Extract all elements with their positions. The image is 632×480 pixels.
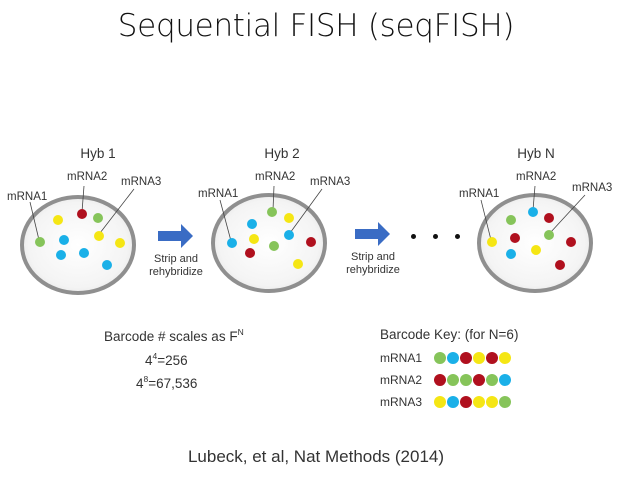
dot [510, 233, 520, 243]
panel3-mrna3-leader [549, 194, 586, 234]
barcode-key-dots [434, 352, 511, 364]
barcode-key-dots [434, 374, 511, 386]
dot [566, 237, 576, 247]
barcode-key-dot [486, 352, 498, 364]
dot [102, 260, 112, 270]
dot [531, 245, 541, 255]
step-1-label: Strip and rehybridize [149, 253, 203, 278]
step-2-label: Strip and rehybridize [346, 251, 400, 276]
diagram-title: Sequential FISH (seqFISH) [117, 8, 515, 44]
barcode-key-row: mRNA2 [380, 372, 511, 388]
dot [506, 215, 516, 225]
barcode-key-dot [473, 374, 485, 386]
barcode-scaling-text: Barcode # scales as FN [104, 327, 244, 344]
dot [528, 207, 538, 217]
barcode-key-dot [460, 396, 472, 408]
panel3-mrna3-label: mRNA3 [572, 182, 613, 194]
panel3-mrna1-label: mRNA1 [459, 188, 500, 200]
panel3-mrna1-leader [480, 199, 492, 241]
barcode-key-row-label: mRNA1 [380, 351, 423, 365]
barcode-key-dots [434, 396, 511, 408]
hyb-2-label: Hyb 2 [264, 146, 300, 161]
hyb-1-label: Hyb 1 [80, 146, 116, 161]
panel2-mrna1-leader [219, 199, 232, 242]
panel3-mrna2-label: mRNA2 [516, 171, 557, 183]
dot [506, 249, 516, 259]
panel2-mrna3-leader [289, 188, 323, 234]
barcode-key-dot [499, 352, 511, 364]
ellipsis-dot [433, 234, 438, 239]
barcode-key-row-label: mRNA3 [380, 395, 423, 409]
ellipsis-dot [411, 234, 416, 239]
arrow-right-icon [158, 224, 193, 248]
barcode-key-row: mRNA3 [380, 394, 511, 410]
dot [284, 230, 294, 240]
barcode-key-title: Barcode Key: (for N=6) [380, 327, 519, 342]
panel2-mrna1-label: mRNA1 [198, 188, 239, 200]
barcode-key-row: mRNA1 [380, 350, 511, 366]
dot [94, 231, 104, 241]
dot [487, 237, 497, 247]
barcode-key-dot [447, 374, 459, 386]
panel1-mrna3-leader [99, 188, 135, 234]
dot [93, 213, 103, 223]
panel2-mrna2-leader [272, 185, 275, 211]
dot [544, 230, 554, 240]
dot [59, 235, 69, 245]
barcode-key-dot [434, 352, 446, 364]
dot [269, 241, 279, 251]
citation: Lubeck, et al, Nat Methods (2014) [187, 447, 445, 466]
barcode-key-dot [486, 396, 498, 408]
panel2-mrna2-label: mRNA2 [255, 171, 296, 183]
dot [227, 238, 237, 248]
barcode-key-dot [447, 352, 459, 364]
dot [77, 209, 87, 219]
barcode-key-dot [434, 374, 446, 386]
barcode-key-dot [473, 352, 485, 364]
barcode-key-dot [460, 352, 472, 364]
barcode-key-dot [499, 396, 511, 408]
dot [245, 248, 255, 258]
dot [79, 248, 89, 258]
dot [35, 237, 45, 247]
panel1-mrna2-label: mRNA2 [67, 171, 108, 183]
dot [115, 238, 125, 248]
panel1-mrna3-label: mRNA3 [121, 176, 162, 188]
hyb-n-label: Hyb N [517, 146, 555, 161]
dot [53, 215, 63, 225]
panel1-mrna1-label: mRNA1 [7, 191, 48, 203]
barcode-equation-1: 44=256 [145, 351, 188, 368]
barcode-key-dot [486, 374, 498, 386]
panel1-mrna2-leader [81, 185, 85, 213]
dot [284, 213, 294, 223]
barcode-key-dot [460, 374, 472, 386]
dot [306, 237, 316, 247]
dot [267, 207, 277, 217]
dot [544, 213, 554, 223]
dot [555, 260, 565, 270]
arrow-right-icon [355, 222, 390, 246]
barcode-key-row-label: mRNA2 [380, 373, 423, 387]
dot [56, 250, 66, 260]
panel2-mrna3-label: mRNA3 [310, 176, 351, 188]
barcode-equation-2: 48=67,536 [136, 374, 198, 391]
dot [249, 234, 259, 244]
barcode-key-dot [434, 396, 446, 408]
dot [293, 259, 303, 269]
barcode-key-dot [499, 374, 511, 386]
dot [247, 219, 257, 229]
barcode-key-dot [473, 396, 485, 408]
barcode-key-dot [447, 396, 459, 408]
panel1-mrna1-leader [29, 201, 40, 241]
panel3-mrna2-leader [532, 185, 536, 211]
ellipsis-dot [455, 234, 460, 239]
